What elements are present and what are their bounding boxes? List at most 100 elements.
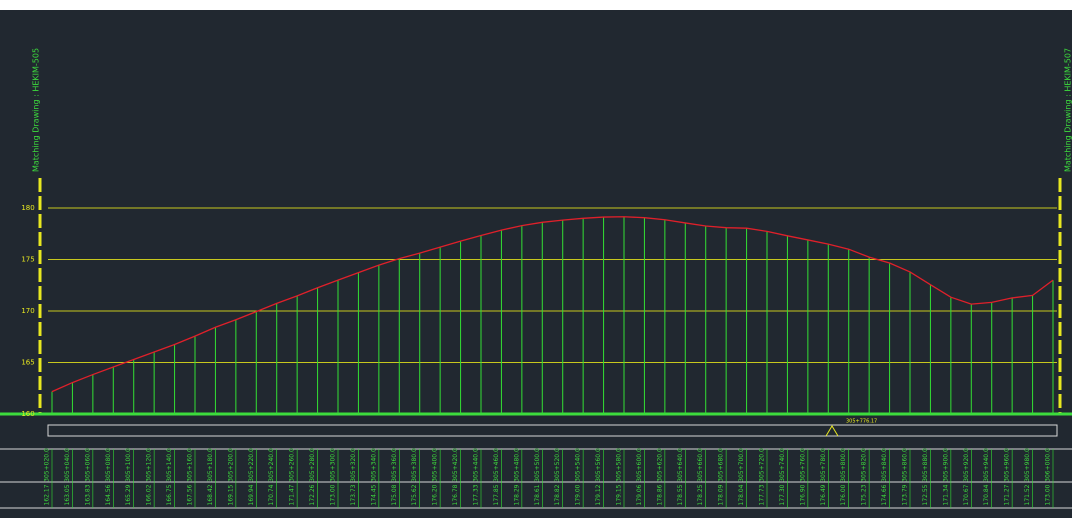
station-label: 305+900.0	[942, 448, 949, 482]
station-label: 305+260.0	[289, 448, 296, 482]
elevation-label: 178.55	[677, 484, 684, 505]
station-label: 305+720.0	[759, 448, 766, 482]
station-label: 305+640.0	[677, 448, 684, 482]
elevation-label: 166.02	[146, 484, 153, 505]
station-label: 305+080.0	[105, 448, 112, 482]
elevation-label: 171.47	[289, 484, 296, 505]
elevation-label: 176.20	[432, 484, 439, 505]
elevation-label: 164.56	[105, 484, 112, 505]
station-label: 305+580.0	[616, 448, 623, 482]
matching-note: Matching Drawing : HEKIM-505	[32, 48, 41, 172]
matching-note: Matching Drawing : HEKIM-507	[1064, 48, 1072, 172]
station-label: 305+800.0	[840, 448, 847, 482]
station-label: 305+600.0	[636, 448, 643, 482]
station-label: 305+480.0	[513, 448, 520, 482]
station-label: 305+100.0	[125, 448, 132, 482]
elevation-label: 179.12	[595, 484, 602, 505]
station-label: 305+180.0	[207, 448, 214, 482]
elevation-label: 170.84	[983, 484, 990, 505]
y-tick-label: 175	[21, 256, 34, 264]
station-label: 305+980.0	[1024, 448, 1031, 482]
elevation-label: 177.33	[473, 484, 480, 505]
station-label: 305+500.0	[534, 448, 541, 482]
elevation-label: 167.56	[187, 484, 194, 505]
station-label: 305+780.0	[820, 448, 827, 482]
station-label: 305+300.0	[330, 448, 337, 482]
elevation-label: 169.94	[248, 484, 255, 505]
elevation-label: 171.52	[1024, 484, 1031, 505]
elevation-label: 176.78	[452, 484, 459, 505]
elevation-label: 175.23	[861, 484, 868, 505]
elevation-label: 179.15	[616, 484, 623, 505]
elevation-label: 177.30	[779, 484, 786, 505]
station-label: 305+620.0	[656, 448, 663, 482]
station-label: 305+540.0	[575, 448, 582, 482]
elevation-label: 172.26	[309, 484, 316, 505]
elevation-label: 178.25	[697, 484, 704, 505]
elevation-label: 163.83	[84, 484, 91, 505]
station-label: 305+420.0	[452, 448, 459, 482]
profile-line	[51, 216, 1054, 393]
elevation-label: 179.00	[575, 484, 582, 505]
elevation-label: 168.42	[207, 484, 214, 505]
elevation-label: 174.45	[370, 484, 377, 505]
elevation-label: 166.75	[166, 484, 173, 505]
station-label: 305+860.0	[902, 448, 909, 482]
station-label: 305+560.0	[595, 448, 602, 482]
elevation-label: 178.86	[656, 484, 663, 505]
curve-symbol	[825, 425, 839, 437]
station-label: 305+160.0	[187, 448, 194, 482]
elevation-label: 170.74	[268, 484, 275, 505]
elevation-label: 179.06	[636, 484, 643, 505]
station-label: 306+000.0	[1045, 448, 1052, 482]
elevation-label: 178.61	[534, 484, 541, 505]
station-label: 305+340.0	[370, 448, 377, 482]
station-label: 305+280.0	[309, 448, 316, 482]
station-label: 305+460.0	[493, 448, 500, 482]
y-tick-label: 170	[21, 307, 34, 315]
elevation-label: 162.17	[44, 484, 51, 505]
station-label: 305+360.0	[391, 448, 398, 482]
station-label: 305+740.0	[779, 448, 786, 482]
station-label: 305+680.0	[718, 448, 725, 482]
elevation-label: 174.66	[881, 484, 888, 505]
elevation-label: 173.79	[902, 484, 909, 505]
y-tick-label: 160	[21, 410, 34, 418]
station-label: 305+880.0	[922, 448, 929, 482]
station-label: 305+240.0	[268, 448, 275, 482]
station-label: 305+700.0	[738, 448, 745, 482]
station-label: 305+200.0	[227, 448, 234, 482]
station-label: 305+140.0	[166, 448, 173, 482]
band-box	[47, 424, 1058, 437]
station-label: 305+020.0	[44, 448, 51, 482]
station-label: 305+760.0	[799, 448, 806, 482]
elevation-label: 173.00	[330, 484, 337, 505]
station-label: 305+940.0	[983, 448, 990, 482]
elevation-label: 170.67	[963, 484, 970, 505]
station-label: 305+840.0	[881, 448, 888, 482]
elevation-label: 172.55	[922, 484, 929, 505]
elevation-label: 176.00	[840, 484, 847, 505]
station-label: 305+320.0	[350, 448, 357, 482]
station-label: 305+520.0	[554, 448, 561, 482]
elevation-label: 165.29	[125, 484, 132, 505]
station-label: 305+820.0	[861, 448, 868, 482]
elevation-label: 171.27	[1004, 484, 1011, 505]
curve-label: 305+776.17	[846, 419, 877, 425]
elevation-label: 178.09	[718, 484, 725, 505]
elevation-label: 176.49	[820, 484, 827, 505]
background	[0, 10, 1072, 518]
station-label: 305+380.0	[411, 448, 418, 482]
station-label: 305+120.0	[146, 448, 153, 482]
elevation-label: 171.34	[942, 484, 949, 505]
elevation-label: 178.82	[554, 484, 561, 505]
y-tick-label: 180	[21, 204, 34, 212]
elevation-label: 173.73	[350, 484, 357, 505]
elevation-label: 177.73	[759, 484, 766, 505]
elevation-label: 177.85	[493, 484, 500, 505]
station-label: 305+440.0	[473, 448, 480, 482]
station-label: 305+960.0	[1004, 448, 1011, 482]
elevation-label: 163.05	[64, 484, 71, 505]
elevation-label: 173.00	[1045, 484, 1052, 505]
